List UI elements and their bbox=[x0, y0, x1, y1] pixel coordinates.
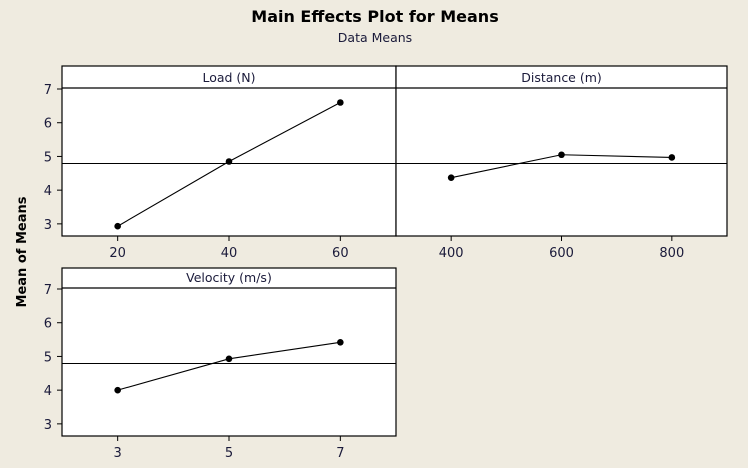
y-tick-label: 7 bbox=[44, 283, 52, 298]
panel-distance-m: Distance (m) 400 600 800 bbox=[395, 65, 728, 261]
data-point bbox=[225, 158, 233, 165]
x-tick-label: 5 bbox=[225, 446, 233, 461]
chart-title: Main Effects Plot for Means bbox=[251, 7, 498, 26]
panel-header-label: Velocity (m/s) bbox=[186, 270, 272, 285]
x-tick-label: 800 bbox=[659, 246, 684, 261]
y-tick-label: 6 bbox=[44, 317, 52, 332]
data-point bbox=[558, 151, 565, 159]
y-tick-label: 6 bbox=[44, 117, 52, 132]
y-tick-label: 5 bbox=[44, 150, 52, 165]
x-tick-label: 60 bbox=[332, 246, 349, 261]
y-tick-label: 3 bbox=[44, 218, 52, 233]
y-tick-label: 7 bbox=[44, 83, 52, 98]
panel-load-n: Load (N) 3 4 5 6 7 20 40 60 bbox=[44, 65, 397, 261]
panel-frame bbox=[61, 65, 397, 237]
data-point bbox=[337, 99, 344, 106]
x-tick-label: 7 bbox=[336, 446, 344, 461]
panel-frame bbox=[395, 65, 728, 237]
chart-subtitle: Data Means bbox=[338, 30, 412, 45]
x-tick-label: 40 bbox=[221, 246, 238, 261]
panel-velocity-m-s: Velocity (m/s) 3 4 5 6 7 3 5 7 bbox=[44, 267, 397, 461]
x-tick-label: 20 bbox=[109, 246, 126, 261]
y-tick-label: 4 bbox=[44, 384, 52, 399]
panel-header-label: Load (N) bbox=[202, 70, 255, 85]
panel-frame bbox=[61, 267, 397, 437]
y-tick-label: 5 bbox=[44, 350, 52, 365]
x-tick-label: 600 bbox=[549, 246, 574, 261]
x-tick-label: 3 bbox=[114, 446, 122, 461]
y-axis-label: Mean of Means bbox=[15, 196, 30, 307]
data-point bbox=[447, 174, 455, 181]
data-point bbox=[114, 222, 121, 230]
x-tick-label: 400 bbox=[439, 246, 464, 261]
y-tick-label: 3 bbox=[44, 418, 52, 433]
data-point bbox=[114, 386, 121, 394]
panel-header-label: Distance (m) bbox=[521, 70, 602, 85]
y-tick-label: 4 bbox=[44, 184, 52, 199]
data-point bbox=[668, 154, 676, 161]
data-point bbox=[225, 355, 233, 363]
data-point bbox=[337, 338, 344, 346]
